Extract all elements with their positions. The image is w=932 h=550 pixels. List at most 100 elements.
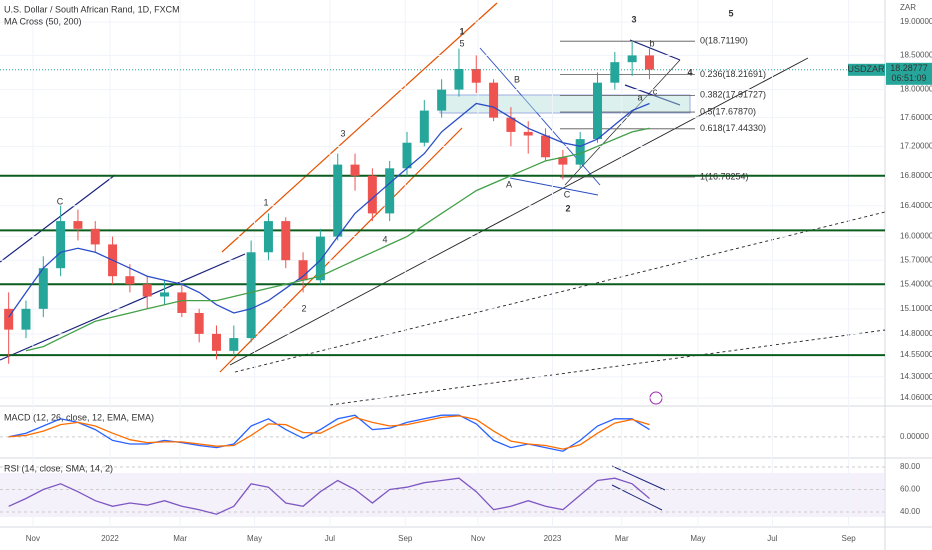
candle-body <box>489 82 499 118</box>
candle-body <box>4 308 14 330</box>
fib-label: 0.382(17.91727) <box>700 90 766 100</box>
candle-body <box>558 157 568 165</box>
candle-body <box>194 312 204 334</box>
wave-label: 1 <box>459 26 464 36</box>
fib-label: 0.5(17.67870) <box>700 106 756 116</box>
candle-body <box>263 221 273 253</box>
x-tick-label: Jul <box>325 534 335 543</box>
wave-label: B <box>514 74 520 84</box>
indicator-line <box>8 477 650 515</box>
moving-average <box>8 102 650 318</box>
wave-label: 2 <box>565 203 570 213</box>
x-tick-label: Mar <box>173 534 187 543</box>
wave-label: c <box>653 86 658 96</box>
x-tick-label: 2023 <box>544 534 562 543</box>
candle-body <box>160 292 170 297</box>
candle-body <box>541 135 551 158</box>
candle-body <box>90 228 100 245</box>
x-tick-label: Sep <box>398 534 413 543</box>
trend-line <box>229 57 809 366</box>
y-tick-label: 16.80000 <box>900 171 932 180</box>
y-tick-label: 19.00000 <box>900 17 932 26</box>
symbol-label: USDZAR <box>847 64 885 74</box>
wave-label: 3 <box>631 14 636 24</box>
x-tick-label: Nov <box>471 534 485 543</box>
x-tick-label: 2022 <box>101 534 119 543</box>
wave-label: 3 <box>340 128 345 138</box>
macd-title: MACD (12, 26, close, 12, EMA, EMA) <box>4 412 154 422</box>
wave-label: b <box>649 38 654 48</box>
wave-label: 4 <box>382 234 387 244</box>
channel-line <box>221 2 498 253</box>
y-tick-label: 17.60000 <box>900 113 932 122</box>
wave-label: 1 <box>263 197 268 207</box>
candle-body <box>73 221 83 229</box>
wave-label: a <box>637 92 642 102</box>
last-price: 18.28777 <box>890 63 928 73</box>
candle-body <box>315 236 325 281</box>
moving-average <box>25 127 650 352</box>
fib-label: 0(18.71190) <box>700 36 748 46</box>
candle-body <box>575 139 585 165</box>
fib-label: 0.618(17.44330) <box>700 123 766 133</box>
fib-label: 1(16.78254) <box>700 171 749 181</box>
y-tick-label: 80.00 <box>900 462 921 471</box>
trend-line <box>509 177 599 196</box>
candle-body <box>229 338 239 351</box>
candle-body <box>644 55 654 70</box>
wave-label: A <box>506 179 512 189</box>
candle-body <box>454 68 464 90</box>
y-tick-label: 14.06000 <box>900 393 932 402</box>
rsi-channel <box>611 465 666 491</box>
chart-title: U.S. Dollar / South African Rand, 1D, FX… <box>4 4 180 14</box>
symbol-box <box>848 63 885 76</box>
y-tick-label: 15.70000 <box>900 255 932 264</box>
y-tick-label: 17.20000 <box>900 141 932 150</box>
candle-body <box>437 89 447 111</box>
y-tick-label: 14.80000 <box>900 329 932 338</box>
indicator-line <box>8 415 650 450</box>
y-tick-label: 14.55000 <box>900 350 932 359</box>
x-tick-label: Mar <box>615 534 629 543</box>
candle-body <box>610 62 620 83</box>
wave-label: 2 <box>301 303 306 313</box>
candle-body <box>627 55 637 63</box>
candle-body <box>385 168 395 214</box>
trend-line <box>629 39 681 61</box>
candle-body <box>38 268 48 309</box>
indicator-title: MA Cross (50, 200) <box>4 16 82 26</box>
price-box <box>886 62 932 85</box>
candle-body <box>350 164 360 176</box>
wave-label: 5 <box>728 8 733 18</box>
channel-line <box>219 127 463 373</box>
indicator-line <box>8 414 650 452</box>
x-tick-label: Sep <box>842 534 857 543</box>
y-tick-label: 14.30000 <box>900 372 932 381</box>
x-tick-label: May <box>690 534 705 543</box>
candle-body <box>402 142 412 169</box>
candle-body <box>506 117 516 132</box>
rsi-band <box>0 473 885 517</box>
y-tick-label: 18.50000 <box>900 51 932 60</box>
candle-body <box>333 164 343 237</box>
y-tick-label: 15.40000 <box>900 279 932 288</box>
candle-body <box>125 276 135 285</box>
candle-body <box>281 221 291 261</box>
x-tick-label: May <box>247 534 262 543</box>
rsi-title: RSI (14, close, SMA, 14, 2) <box>4 463 113 473</box>
wave-label: C <box>57 196 64 206</box>
candle-body <box>593 82 603 140</box>
candle-body <box>211 333 221 351</box>
candle-body <box>246 252 256 339</box>
channel-line <box>0 174 116 263</box>
candle-body <box>142 284 152 297</box>
candle-body <box>56 221 66 269</box>
candle-body <box>21 308 31 330</box>
wave-label: 4 <box>687 67 692 77</box>
y-tick-label: 60.00 <box>900 485 921 494</box>
candle-body <box>298 260 308 281</box>
y-tick-label: 16.40000 <box>900 201 932 210</box>
candle-body <box>471 68 481 83</box>
y-tick-label: 15.10000 <box>900 304 932 313</box>
